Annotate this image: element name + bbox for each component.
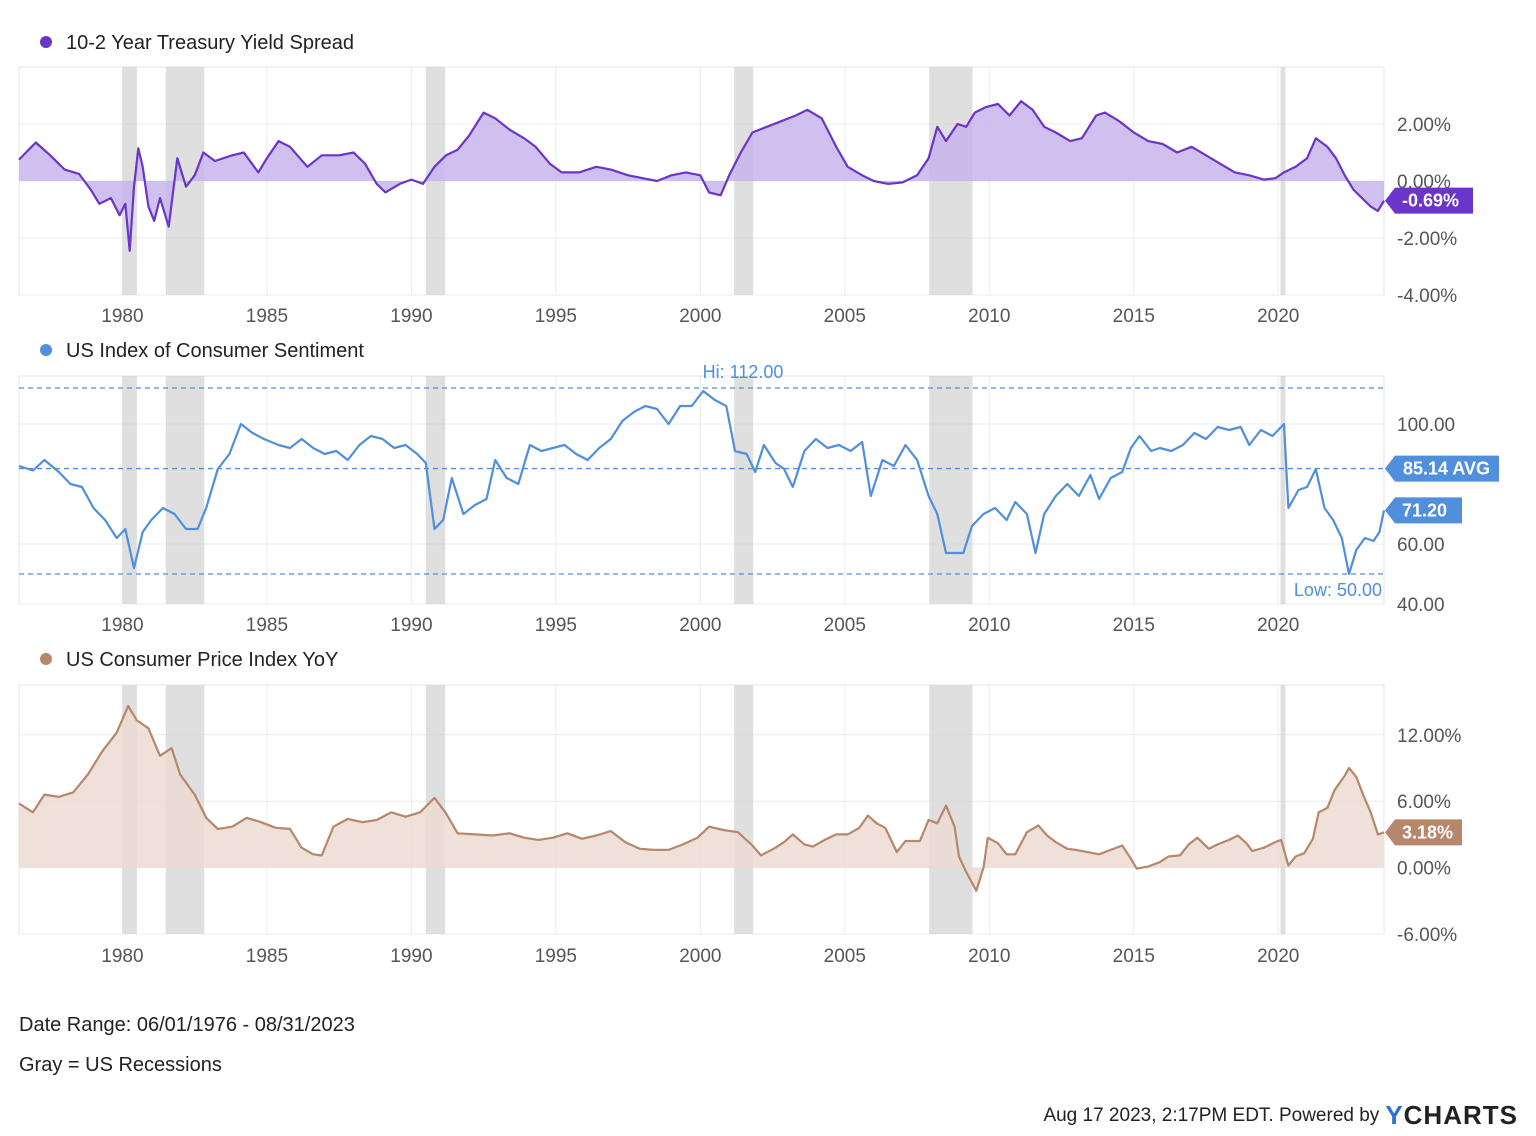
treasury-x-tick-label: 1980 <box>101 306 143 327</box>
treasury-y-tick-label: -4.00% <box>1397 286 1457 307</box>
cpi-x-tick-label: 1980 <box>101 946 143 967</box>
cpi-x-tick-label: 1985 <box>246 946 288 967</box>
cpi-frame <box>18 684 1385 935</box>
treasury-area-fill <box>19 101 1384 251</box>
cpi-series-line <box>18 704 1385 892</box>
legend-dot-sentiment <box>40 344 52 356</box>
date-range-note: Date Range: 06/01/1976 - 08/31/2023 <box>19 1014 355 1036</box>
legend-title-cpi: US Consumer Price Index YoY <box>66 649 338 671</box>
cpi-x-tick-label: 1995 <box>535 946 577 967</box>
cpi-y-tick-label: 6.00% <box>1397 792 1451 813</box>
sentiment-avg-label: 85.14 AVG <box>1403 459 1490 479</box>
sentiment-low-label-bg <box>1286 578 1382 600</box>
treasury-x-tick-label: 1995 <box>535 306 577 327</box>
sentiment-recession-band <box>165 376 205 604</box>
legend-dot-treasury <box>40 36 52 48</box>
cpi-last-value-label: 3.18% <box>1402 822 1453 842</box>
cpi-x-tick-label: 1990 <box>390 946 432 967</box>
sentiment-recession-band <box>929 376 973 604</box>
sentiment-low-label: Low: 50.00 <box>1294 580 1382 600</box>
cpi-recession-band <box>929 685 973 934</box>
treasury-y-tick-label: 2.00% <box>1397 115 1451 136</box>
ycharts-logo[interactable]: YCHARTS <box>1385 1100 1518 1131</box>
panel-cpi-yoy: US Consumer Price Index YoY 1980 1985 1990… <box>18 649 1462 967</box>
sentiment-x-tick-label: 2010 <box>968 615 1010 636</box>
cpi-x-tick-label: 2005 <box>824 946 866 967</box>
cpi-area-fill <box>19 706 1384 891</box>
sentiment-x-tick-label: 1995 <box>535 615 577 636</box>
treasury-x-tick-label: 2010 <box>968 306 1010 327</box>
cpi-last-value-badge <box>1385 819 1462 846</box>
legend-dot-cpi <box>40 653 52 665</box>
recession-legend-note: Gray = US Recessions <box>19 1054 222 1076</box>
sentiment-recession-band <box>734 376 754 604</box>
cpi-x-tick-label: 2020 <box>1257 946 1299 967</box>
sentiment-frame <box>18 375 1385 605</box>
sentiment-x-tick-label: 2005 <box>824 615 866 636</box>
ycharts-logo-y: Y <box>1385 1100 1404 1130</box>
treasury-y-tick-label: -2.00% <box>1397 229 1457 250</box>
ycharts-logo-text: CHARTS <box>1403 1100 1518 1130</box>
sentiment-x-tick-label: 1980 <box>101 615 143 636</box>
cpi-y-tick-label: -6.00% <box>1397 925 1457 946</box>
panel-consumer-sentiment: US Index of Consumer Sentiment 1980 1985 1… <box>18 340 1499 636</box>
treasury-last-value-label: -0.69% <box>1402 191 1459 211</box>
cpi-x-tick-label: 2015 <box>1113 946 1155 967</box>
panel-treasury-yield-spread: 10-2 Year Treasury Yield Spread 1980 1985… <box>18 32 1473 327</box>
sentiment-y-tick-label: 60.00 <box>1397 535 1445 556</box>
sentiment-x-tick-label: 2015 <box>1113 615 1155 636</box>
sentiment-last-value-badge <box>1385 497 1462 524</box>
sentiment-plot-area: 1980 1985 1990 1995 2000 2005 2010 2015 2020 100.… <box>18 362 1499 636</box>
sentiment-x-tick-label: 2020 <box>1257 615 1299 636</box>
cpi-plot-area: 1980 1985 1990 1995 2000 2005 2010 2015 2020 12.0… <box>18 684 1462 967</box>
sentiment-avg-badge <box>1385 455 1499 482</box>
treasury-last-value-badge <box>1385 187 1473 214</box>
footer-credit: Aug 17 2023, 2:17PM EDT. Powered by YCHA… <box>1043 1100 1518 1131</box>
legend-title-sentiment: US Index of Consumer Sentiment <box>66 340 364 362</box>
sentiment-x-tick-label: 1985 <box>246 615 288 636</box>
legend-title-treasury: 10-2 Year Treasury Yield Spread <box>66 32 354 54</box>
footer-timestamp: Aug 17 2023, 2:17PM EDT. Powered by <box>1043 1104 1380 1126</box>
treasury-x-tick-label: 2005 <box>824 306 866 327</box>
sentiment-recession-band <box>122 376 137 604</box>
cpi-recession-band <box>734 685 754 934</box>
sentiment-hi-label: Hi: 112.00 <box>703 362 784 382</box>
sentiment-last-value-label: 71.20 <box>1402 500 1447 520</box>
treasury-x-tick-label: 1985 <box>246 306 288 327</box>
sentiment-recession-band <box>425 376 446 604</box>
sentiment-recession-band <box>1280 376 1286 604</box>
sentiment-x-tick-label: 2000 <box>679 615 721 636</box>
treasury-x-tick-label: 2000 <box>679 306 721 327</box>
treasury-plot-area: 1980 1985 1990 1995 2000 2005 2010 2015 2020 2.00… <box>18 66 1473 327</box>
treasury-x-tick-label: 1990 <box>390 306 432 327</box>
sentiment-y-tick-label: 100.00 <box>1397 415 1455 436</box>
treasury-series-line <box>18 100 1385 252</box>
cpi-x-tick-label: 2010 <box>968 946 1010 967</box>
treasury-x-tick-label: 2015 <box>1113 306 1155 327</box>
sentiment-x-tick-label: 1990 <box>390 615 432 636</box>
cpi-y-tick-label: 12.00% <box>1397 726 1462 747</box>
cpi-recession-band <box>1280 685 1286 934</box>
cpi-x-tick-label: 2000 <box>679 946 721 967</box>
treasury-x-tick-label: 2020 <box>1257 306 1299 327</box>
sentiment-series-line <box>18 389 1386 576</box>
cpi-y-tick-label: 0.00% <box>1397 859 1451 880</box>
sentiment-y-tick-label: 40.00 <box>1397 595 1445 616</box>
